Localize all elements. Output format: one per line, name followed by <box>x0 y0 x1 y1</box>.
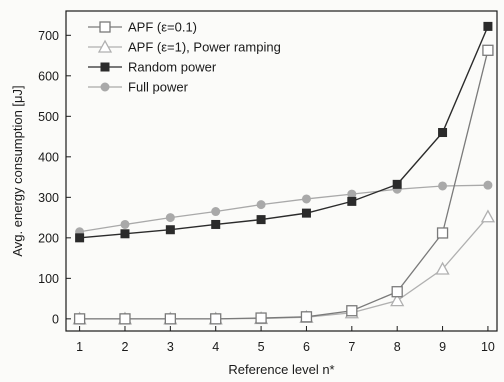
x-tick-label: 6 <box>303 340 310 354</box>
series-4-point <box>120 219 130 229</box>
legend-label-2: APF (ε=1), Power ramping <box>128 40 281 55</box>
series-3-point <box>211 219 221 229</box>
series-3-point <box>438 128 448 138</box>
x-tick-label: 10 <box>481 340 495 354</box>
series-3-point <box>165 225 175 235</box>
series-2-point <box>435 261 450 275</box>
series-4-point <box>438 181 448 191</box>
y-axis-title: Avg. energy consumption [μJ] <box>10 85 25 256</box>
y-tick-label: 600 <box>38 69 59 83</box>
x-tick-label: 1 <box>76 340 83 354</box>
y-tick-label: 0 <box>52 312 59 326</box>
series-1-point <box>482 44 494 56</box>
series-1-point <box>346 305 358 317</box>
series-1-point <box>436 227 449 239</box>
x-tick-label: 8 <box>394 340 401 354</box>
series-3-point <box>75 233 85 243</box>
x-tick-label: 9 <box>439 340 446 354</box>
legend-label-1: APF (ε=0.1) <box>128 20 197 35</box>
series-3-point <box>120 229 130 239</box>
y-tick-label: 700 <box>38 29 59 43</box>
series-line-1 <box>79 50 489 320</box>
series-1-point <box>391 286 403 298</box>
series-1-point <box>119 313 131 325</box>
series-1-point <box>73 313 86 325</box>
series-2-point <box>390 293 405 307</box>
y-tick-label: 300 <box>38 191 59 205</box>
series-3-point <box>256 215 266 225</box>
series-2-point <box>480 209 496 223</box>
series-3-point <box>347 196 357 206</box>
x-tick-label: 4 <box>212 340 219 354</box>
y-tick-label: 200 <box>38 231 59 245</box>
series-1-point <box>255 312 267 324</box>
y-tick-label: 100 <box>38 272 59 286</box>
series-4-point <box>483 180 493 190</box>
x-tick-label: 5 <box>258 340 265 354</box>
series-line-3 <box>79 26 489 239</box>
legend-marker-1 <box>99 21 111 33</box>
y-tick-label: 500 <box>38 110 59 124</box>
series-3-point <box>483 21 493 31</box>
series-4-point <box>165 213 175 223</box>
x-tick-label: 3 <box>167 340 174 354</box>
legend-marker-2 <box>97 39 113 53</box>
x-tick-label: 7 <box>348 340 355 354</box>
series-1-point <box>300 311 313 323</box>
legend-marker-3 <box>100 62 110 72</box>
series-3-point <box>301 208 311 218</box>
legend-label-3: Random power <box>128 60 217 75</box>
plot-frame <box>65 10 498 332</box>
series-4-point <box>301 194 311 204</box>
series-4-point <box>211 207 221 217</box>
x-tick-label: 2 <box>122 340 129 354</box>
legend-marker-4 <box>100 82 110 92</box>
series-4-point <box>256 200 266 210</box>
legend-label-4: Full power <box>128 80 189 95</box>
series-3-point <box>392 179 402 189</box>
series-1-point <box>164 313 176 325</box>
series-line-4 <box>79 184 488 233</box>
series-1-point <box>210 313 222 325</box>
x-axis-title: Reference level n* <box>228 362 334 377</box>
y-tick-label: 400 <box>38 150 59 164</box>
